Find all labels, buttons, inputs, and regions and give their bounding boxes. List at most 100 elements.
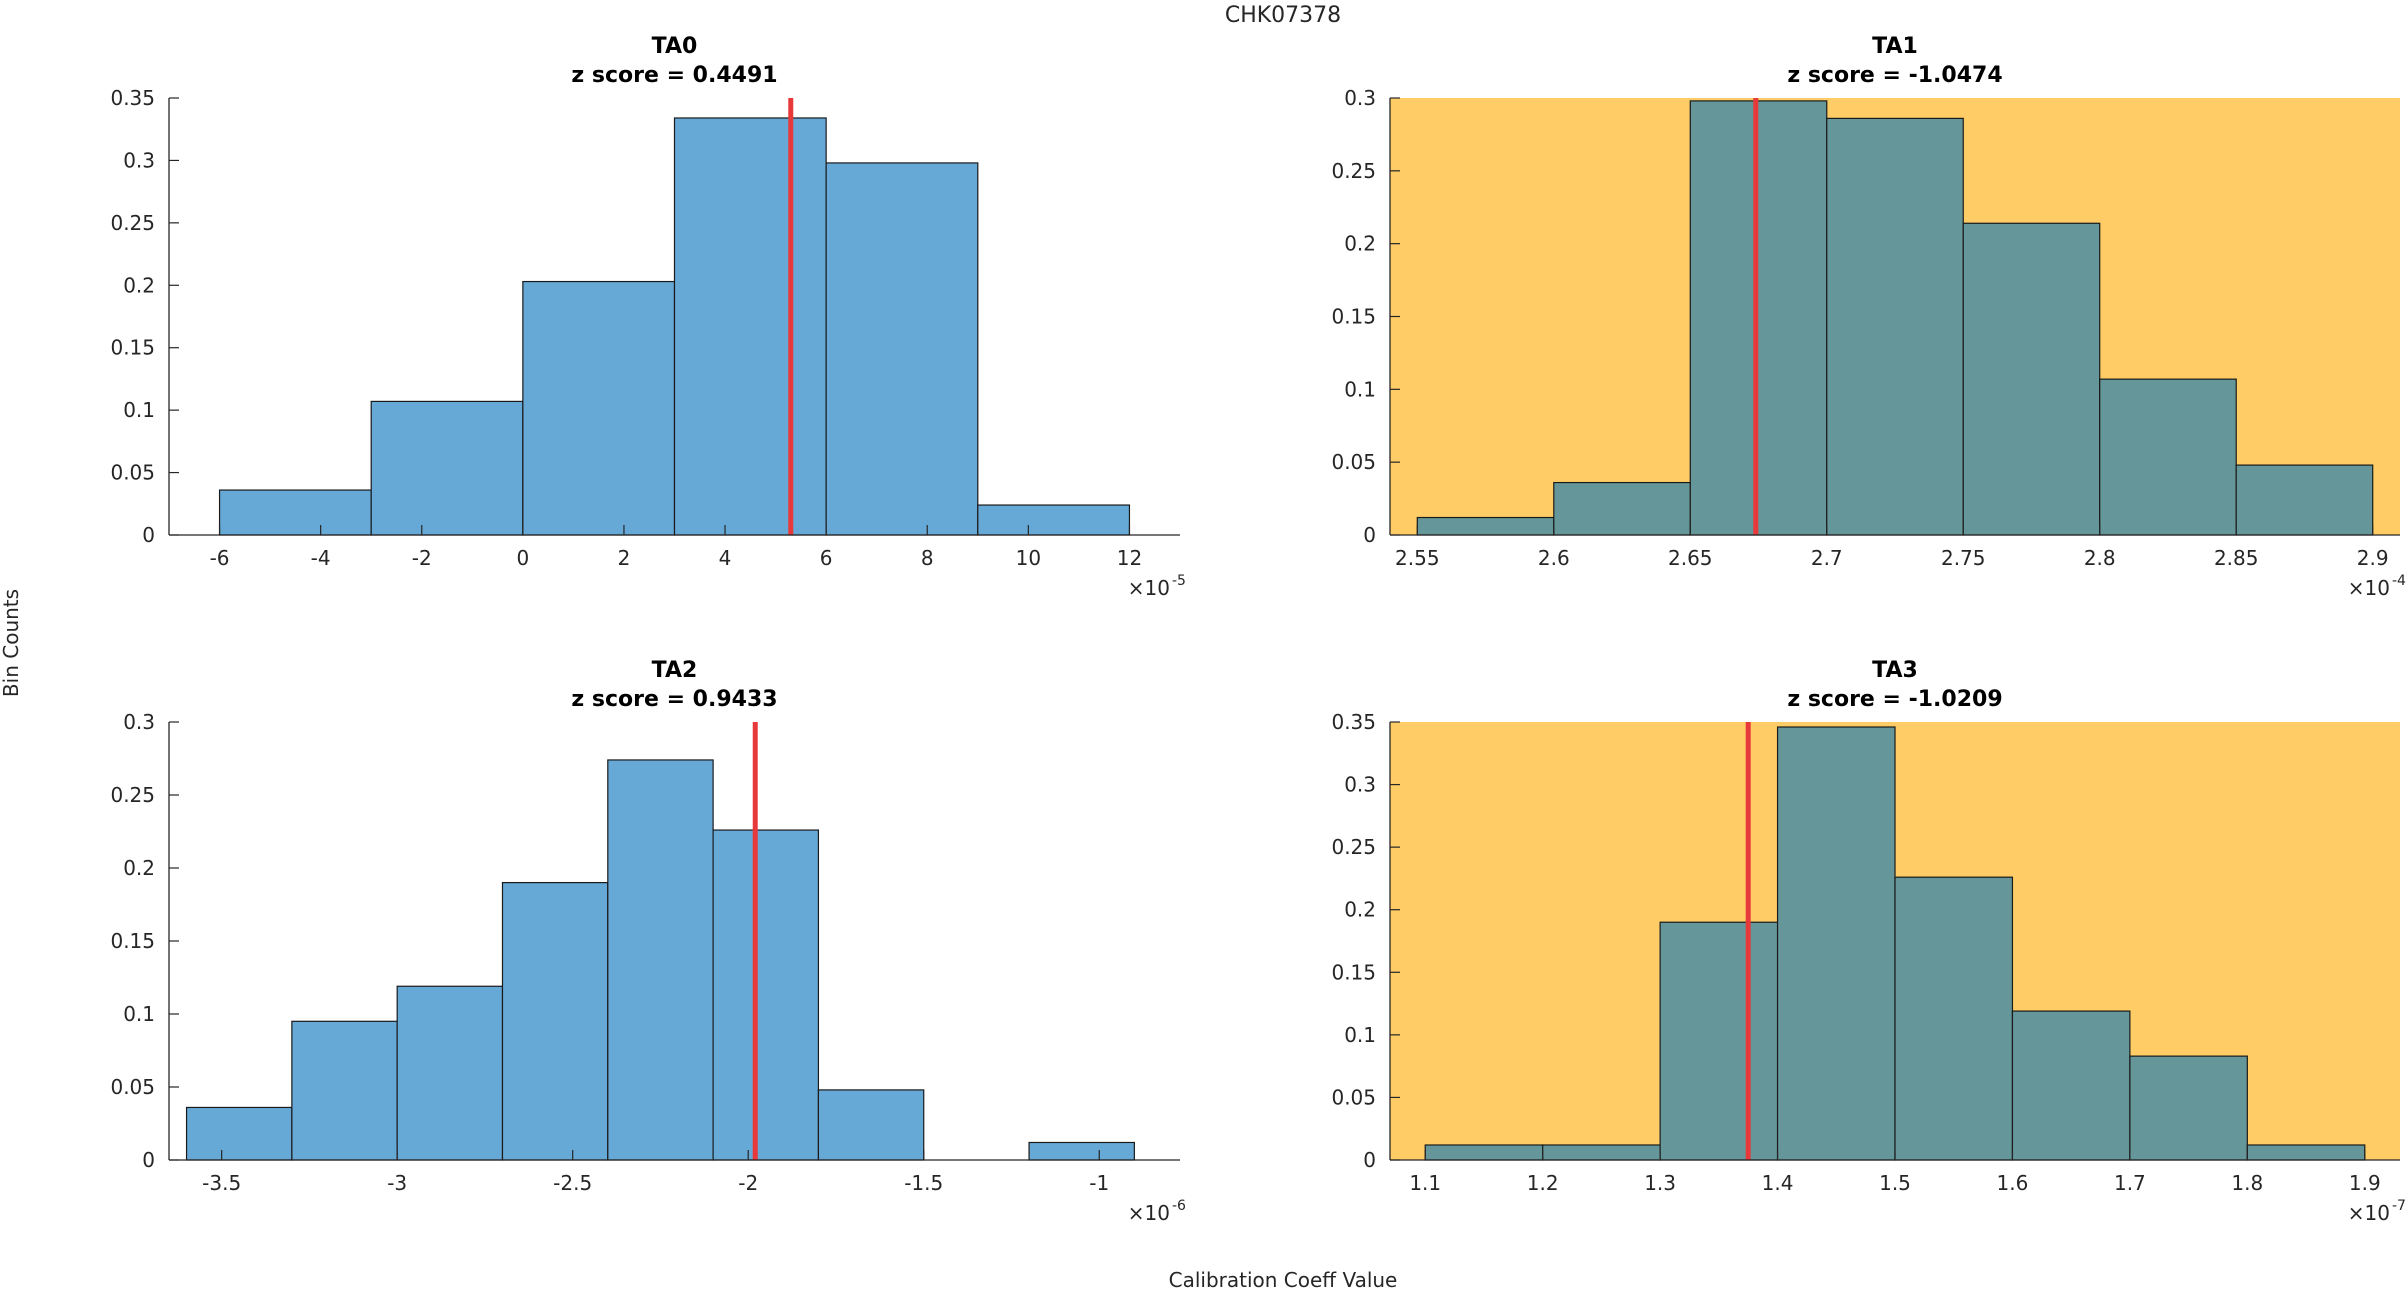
subplot-title: TA1 [1872,34,1918,59]
x-tick-label: 1.7 [2114,1171,2146,1195]
x-tick-label: 2.65 [1668,546,1713,570]
x-tick-label: -3.5 [202,1171,241,1195]
x-exponent-power: -6 [1172,1198,1186,1214]
histogram-bar [2099,378,2237,536]
figure-ylabel: Bin Counts [0,589,23,697]
y-tick-label: 0 [142,523,155,547]
x-tick-label: 1.3 [1644,1171,1676,1195]
histogram-bar [1659,921,1779,1161]
subplot-ta2: 0 0.05 0.1 0.15 0.2 0.25 0.3 -3.5 -3 -2.5 -2 -1.5 -1… [110,658,1186,1225]
x-tick-label: 2.6 [1538,546,1570,570]
x-tick-label: 1.1 [1409,1171,1441,1195]
y-tick-label: 0.2 [1344,898,1376,922]
y-tick-label: 0.15 [1331,305,1376,329]
y-tick-label: 0.3 [1344,86,1376,110]
y-tick-label: 0.05 [1331,1085,1376,1109]
y-tick-label: 0.3 [123,148,155,172]
x-exponent-label: ×10 [1128,576,1170,600]
subplot-ta0: 0 0.05 0.1 0.15 0.2 0.25 0.3 0.35 -6 -4 -2 0 2 4 6 8 10 1… [110,34,1186,600]
histogram-bar [607,759,714,1161]
histogram-bar [2011,1010,2131,1161]
histogram-bar [1826,117,1964,536]
x-tick-label: 4 [719,546,732,570]
x-tick-label: -2 [412,546,432,570]
x-tick-label: 1.8 [2231,1171,2263,1195]
histogram-bar [1776,726,1896,1161]
histogram-bar [522,280,676,536]
subplot-title: TA0 [652,34,698,59]
x-tick-label: 0 [516,546,529,570]
y-tick-label: 0 [1363,1148,1376,1172]
subplot-title: TA2 [652,658,698,683]
subplot-zscore: z score = -1.0209 [1787,687,2002,712]
histogram-bar [1689,100,1828,536]
y-tick-label: 0.1 [1344,377,1376,401]
y-tick-label: 0.1 [1344,1023,1376,1047]
x-tick-label: -6 [210,546,230,570]
x-tick-label: -1.5 [904,1171,943,1195]
y-tick-label: 0.3 [123,710,155,734]
x-tick-label: 10 [1016,546,1041,570]
x-tick-label: 1.6 [1997,1171,2029,1195]
histogram-bar [817,1089,925,1161]
x-tick-label: 6 [820,546,833,570]
x-tick-label: 8 [921,546,934,570]
histogram-bar [1416,516,1555,536]
y-tick-label: 0.15 [110,336,155,360]
y-tick-label: 0.3 [1344,773,1376,797]
x-tick-label: -2 [738,1171,758,1195]
x-tick-label: 2.75 [1941,546,1986,570]
histogram-bar [712,829,820,1161]
y-tick-label: 0.1 [123,398,155,422]
x-tick-label: 2.55 [1395,546,1440,570]
histogram-bar [1424,1144,1544,1161]
y-tick-label: 0.1 [123,1002,155,1026]
x-exponent-label: ×10 [2348,576,2390,600]
y-tick-label: 0.15 [1331,960,1376,984]
figure-xlabel: Calibration Coeff Value [1169,1268,1398,1290]
histogram-bar [2246,1144,2366,1161]
y-tick-label: 0.25 [1331,835,1376,859]
histogram-bar [2129,1055,2248,1161]
x-tick-label: 1.2 [1527,1171,1559,1195]
histogram-bar [370,400,524,536]
subplot-zscore: z score = 0.9433 [571,687,777,712]
subplot-title: TA3 [1872,658,1918,683]
histogram-bar [2235,464,2374,536]
x-tick-label: 1.4 [1762,1171,1794,1195]
y-tick-label: 0.2 [1344,232,1376,256]
histogram-bar [673,117,827,536]
x-tick-label: 2 [618,546,631,570]
subplot-ta3: 0 0.05 0.1 0.15 0.2 0.25 0.3 0.35 1.1 1.2 1.3 1.4 1.… [1331,658,2406,1225]
y-tick-label: 0.05 [110,461,155,485]
y-tick-label: 0.35 [110,86,155,110]
histogram-bar [396,985,504,1161]
subplot-ta1: 0 0.05 0.1 0.15 0.2 0.25 0.3 2.55 2.6 2.65 2.7 2.75… [1331,34,2406,600]
x-exponent-label: ×10 [1128,1201,1170,1225]
x-exponent-power: -4 [2392,573,2406,589]
y-tick-label: 0.25 [110,783,155,807]
y-tick-label: 0.05 [1331,450,1376,474]
x-tick-label: -4 [311,546,331,570]
histogram-bar [1962,222,2101,536]
x-tick-label: 2.8 [2084,546,2116,570]
histogram-bar [501,881,609,1161]
subplot-zscore: z score = -1.0474 [1787,63,2002,88]
y-tick-label: 0.35 [1331,710,1376,734]
histogram-bar [291,1020,398,1161]
x-exponent-label: ×10 [2348,1201,2390,1225]
x-exponent-power: -5 [1172,573,1186,589]
x-exponent-power: -7 [2392,1198,2406,1214]
y-tick-label: 0.2 [123,856,155,880]
subplot-zscore: z score = 0.4491 [571,63,777,88]
histogram-bar [1553,481,1691,536]
histogram-bar [825,162,979,536]
x-tick-label: 2.7 [1811,546,1843,570]
x-tick-label: -2.5 [553,1171,592,1195]
x-tick-label: -1 [1089,1171,1109,1195]
x-tick-label: 12 [1117,546,1142,570]
y-tick-label: 0.25 [110,211,155,235]
histogram-bar [977,504,1131,536]
y-tick-label: 0.25 [1331,159,1376,183]
